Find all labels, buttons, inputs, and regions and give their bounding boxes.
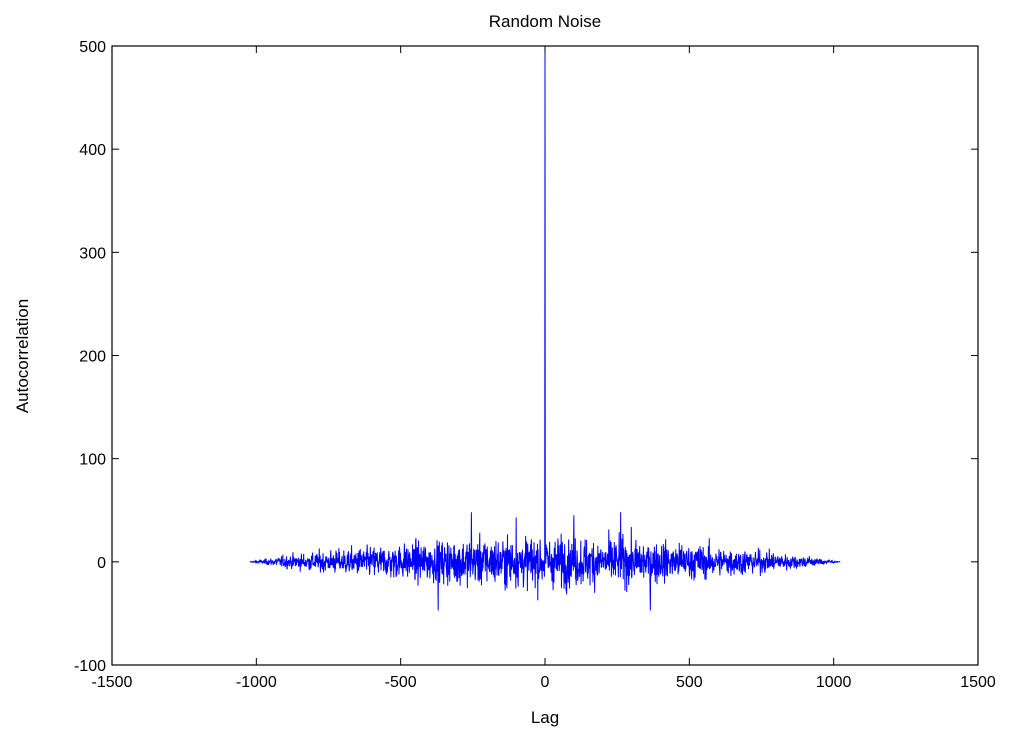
x-tick-label: -1000 [236,674,277,691]
y-tick-label: 0 [97,555,106,572]
y-tick-label: 400 [79,142,106,159]
series-line-autocorrelation [249,46,841,611]
y-tick-label: 300 [79,245,106,262]
x-tick-label: -500 [385,674,417,691]
y-tick-label: 100 [79,452,106,469]
x-tick-label: -1500 [92,674,133,691]
ticks-layer: -1500 -1000 -500 0 500 1000 1500-1000100200300… [74,39,996,691]
y-axis-title: Autocorrelation [13,299,32,413]
y-tick-label: -100 [74,658,106,675]
x-axis-title: Lag [531,708,559,727]
x-tick-label: 1000 [816,674,852,691]
x-tick-label: 1500 [960,674,996,691]
x-tick-label: 500 [676,674,703,691]
series-layer [249,46,841,611]
y-tick-label: 200 [79,349,106,366]
x-tick-label: 0 [541,674,550,691]
chart-title: Random Noise [489,12,601,31]
y-tick-label: 500 [79,39,106,56]
